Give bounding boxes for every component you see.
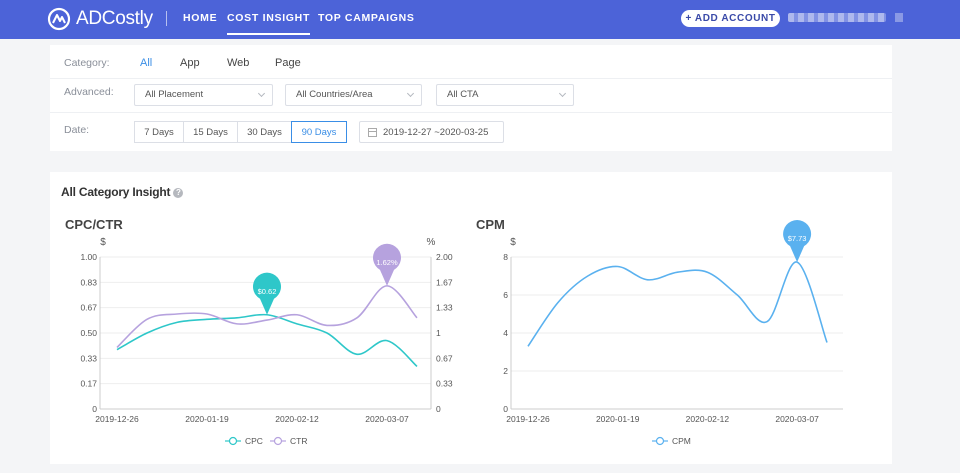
category-app[interactable]: App bbox=[180, 57, 200, 69]
chart-title-cpm: CPM bbox=[476, 217, 505, 232]
y-right-tick: 0.67 bbox=[436, 353, 453, 363]
x-tick: 2020-02-12 bbox=[686, 414, 730, 424]
y-left-unit: $ bbox=[100, 237, 106, 248]
y-right-tick: 1 bbox=[436, 328, 441, 338]
y-left-tick: 0 bbox=[503, 404, 508, 414]
y-left-tick: 0.17 bbox=[80, 379, 97, 389]
x-tick: 2020-01-19 bbox=[185, 414, 229, 424]
y-left-tick: 6 bbox=[503, 290, 508, 300]
y-right-tick: 1.33 bbox=[436, 303, 453, 313]
nav-top-campaigns[interactable]: TOP CAMPAIGNS bbox=[318, 12, 415, 24]
y-right-tick: 0.33 bbox=[436, 379, 453, 389]
category-web[interactable]: Web bbox=[227, 57, 250, 69]
x-tick: 2020-02-12 bbox=[275, 414, 319, 424]
date-label: Date: bbox=[64, 124, 90, 136]
x-tick: 2020-03-07 bbox=[365, 414, 409, 424]
y-right-tick: 2.00 bbox=[436, 252, 453, 262]
placement-select[interactable]: All Placement bbox=[134, 84, 273, 106]
x-tick: 2020-01-19 bbox=[596, 414, 640, 424]
legend-marker-cpc bbox=[228, 436, 238, 446]
help-icon[interactable]: ? bbox=[173, 187, 184, 198]
x-tick: 2019-12-26 bbox=[506, 414, 550, 424]
insight-title: All Category Insight? bbox=[61, 185, 184, 199]
legend-label-ctr: CTR bbox=[290, 436, 307, 446]
highlight-ctr-label: 1.62% bbox=[376, 258, 398, 267]
x-tick: 2019-12-26 bbox=[95, 414, 139, 424]
category-label: Category: bbox=[64, 57, 110, 69]
x-tick: 2020-03-07 bbox=[775, 414, 819, 424]
brand-name: ADCostly bbox=[76, 8, 153, 29]
countries-select[interactable]: All Countries/Area bbox=[285, 84, 422, 106]
legend-marker-cpm bbox=[655, 436, 665, 446]
y-right-unit: % bbox=[427, 237, 436, 248]
cta-select[interactable]: All CTA bbox=[436, 84, 574, 106]
account-name-redacted[interactable] bbox=[788, 13, 886, 22]
date-range-picker[interactable]: 2019-12-27 ~2020-03-25 bbox=[359, 121, 504, 143]
y-left-tick: 0.67 bbox=[80, 303, 97, 313]
add-account-button[interactable]: + ADD ACCOUNT bbox=[681, 10, 780, 27]
y-left-tick: 2 bbox=[503, 366, 508, 376]
calendar-icon bbox=[368, 127, 377, 137]
insight-panel: All Category Insight? CPC/CTR CPM bbox=[50, 172, 892, 464]
highlight-cpc-pin bbox=[253, 272, 282, 315]
y-left-tick: 4 bbox=[503, 328, 508, 338]
category-page[interactable]: Page bbox=[275, 57, 301, 69]
account-menu-icon[interactable] bbox=[895, 13, 903, 22]
top-navigation-bar: ADCostly HOME COST INSIGHT TOP CAMPAIGNS… bbox=[0, 0, 960, 39]
y-left-tick: 8 bbox=[503, 252, 508, 262]
series-line-ctr bbox=[116, 285, 418, 349]
highlight-cpm-pin bbox=[783, 220, 812, 263]
brand-logo[interactable]: ADCostly bbox=[47, 7, 153, 31]
nav-home[interactable]: HOME bbox=[183, 12, 218, 24]
highlight-ctr-pin bbox=[373, 243, 402, 286]
cta-value: All CTA bbox=[447, 89, 479, 100]
y-left-tick: 0.83 bbox=[80, 277, 97, 287]
filter-panel: Category: All App Web Page Advanced: All… bbox=[50, 45, 892, 151]
y-right-tick: 0 bbox=[436, 404, 441, 414]
y-left-tick: 0.50 bbox=[80, 328, 97, 338]
highlight-cpc-label: $0.62 bbox=[258, 287, 277, 296]
y-left-tick: 0.33 bbox=[80, 353, 97, 363]
legend-marker-ctr bbox=[273, 436, 283, 446]
countries-value: All Countries/Area bbox=[296, 89, 373, 100]
y-right-tick: 1.67 bbox=[436, 277, 453, 287]
advanced-row: Advanced: All Placement All Countries/Ar… bbox=[50, 79, 892, 113]
date-row: Date: 7 Days 15 Days 30 Days 90 Days 201… bbox=[50, 113, 892, 151]
date-preset-group: 7 Days 15 Days 30 Days 90 Days bbox=[134, 121, 347, 143]
preset-90-days[interactable]: 90 Days bbox=[291, 121, 347, 143]
y-left-tick: 1.00 bbox=[80, 252, 97, 262]
insight-title-text: All Category Insight bbox=[61, 185, 171, 199]
legend-label-cpc: CPC bbox=[245, 436, 263, 446]
y-left-tick: 0 bbox=[92, 404, 97, 414]
nav-cost-insight[interactable]: COST INSIGHT bbox=[227, 12, 311, 35]
series-line-cpm bbox=[527, 261, 828, 347]
highlight-cpm-label: $7.73 bbox=[788, 234, 807, 243]
placement-value: All Placement bbox=[145, 89, 204, 100]
category-row: Category: All App Web Page bbox=[50, 45, 892, 79]
date-range-value: 2019-12-27 ~2020-03-25 bbox=[383, 126, 489, 138]
advanced-label: Advanced: bbox=[64, 86, 114, 98]
logo-icon bbox=[47, 7, 71, 31]
category-all[interactable]: All bbox=[140, 57, 153, 69]
legend-label-cpm: CPM bbox=[672, 436, 691, 446]
y-left-unit: $ bbox=[510, 237, 516, 248]
nav-divider bbox=[166, 11, 167, 26]
chart-title-cpc-ctr: CPC/CTR bbox=[65, 217, 123, 232]
